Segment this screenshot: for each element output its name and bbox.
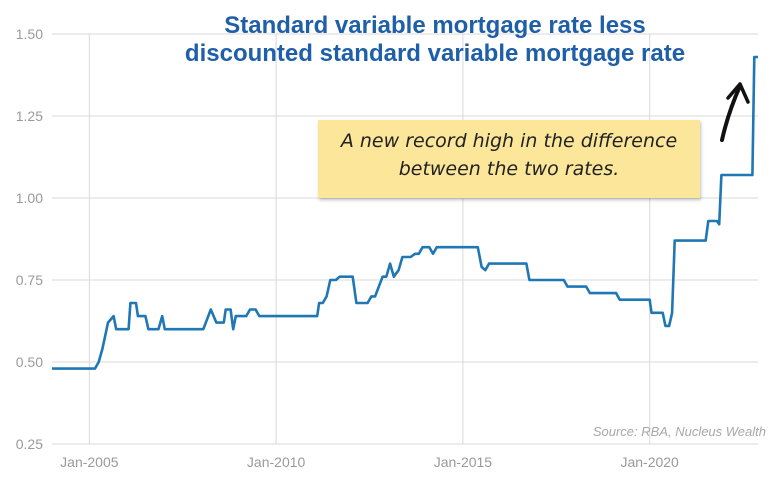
y-tick-label: 0.25 xyxy=(16,436,43,452)
series-line xyxy=(52,55,758,370)
annotation-line-2: between the two rates. xyxy=(398,158,620,180)
x-axis: Jan-2005 Jan-2010 Jan-2015 Jan-2020 xyxy=(60,454,679,470)
x-tick-label: Jan-2010 xyxy=(247,454,306,470)
y-tick-label: 1.50 xyxy=(16,26,43,42)
arrow-shaft xyxy=(720,84,742,142)
y-tick-label: 1.25 xyxy=(16,108,43,124)
x-tick-label: Jan-2005 xyxy=(60,454,119,470)
annotation-note: A new record high in the difference betw… xyxy=(318,120,700,198)
y-axis: 0.25 0.50 0.75 1.00 1.25 1.50 xyxy=(16,26,43,452)
y-tick-label: 0.50 xyxy=(16,354,43,370)
grid-lines xyxy=(52,33,758,445)
chart-title-line-1: Standard variable mortgage rate less xyxy=(224,12,646,39)
source-note: Source: RBA, Nucleus Wealth xyxy=(592,424,766,439)
chart-title-line-2: discounted standard variable mortgage ra… xyxy=(184,40,686,67)
x-tick-label: Jan-2015 xyxy=(434,454,493,470)
arrow-head xyxy=(726,82,750,104)
x-tick-label: Jan-2020 xyxy=(620,454,679,470)
y-tick-label: 1.00 xyxy=(16,190,43,206)
annotation-line-1: A new record high in the difference xyxy=(340,130,678,152)
y-tick-label: 0.75 xyxy=(16,272,43,288)
chart-title: Standard variable mortgage rate less dis… xyxy=(150,12,720,68)
annotation-arrow xyxy=(720,82,750,142)
